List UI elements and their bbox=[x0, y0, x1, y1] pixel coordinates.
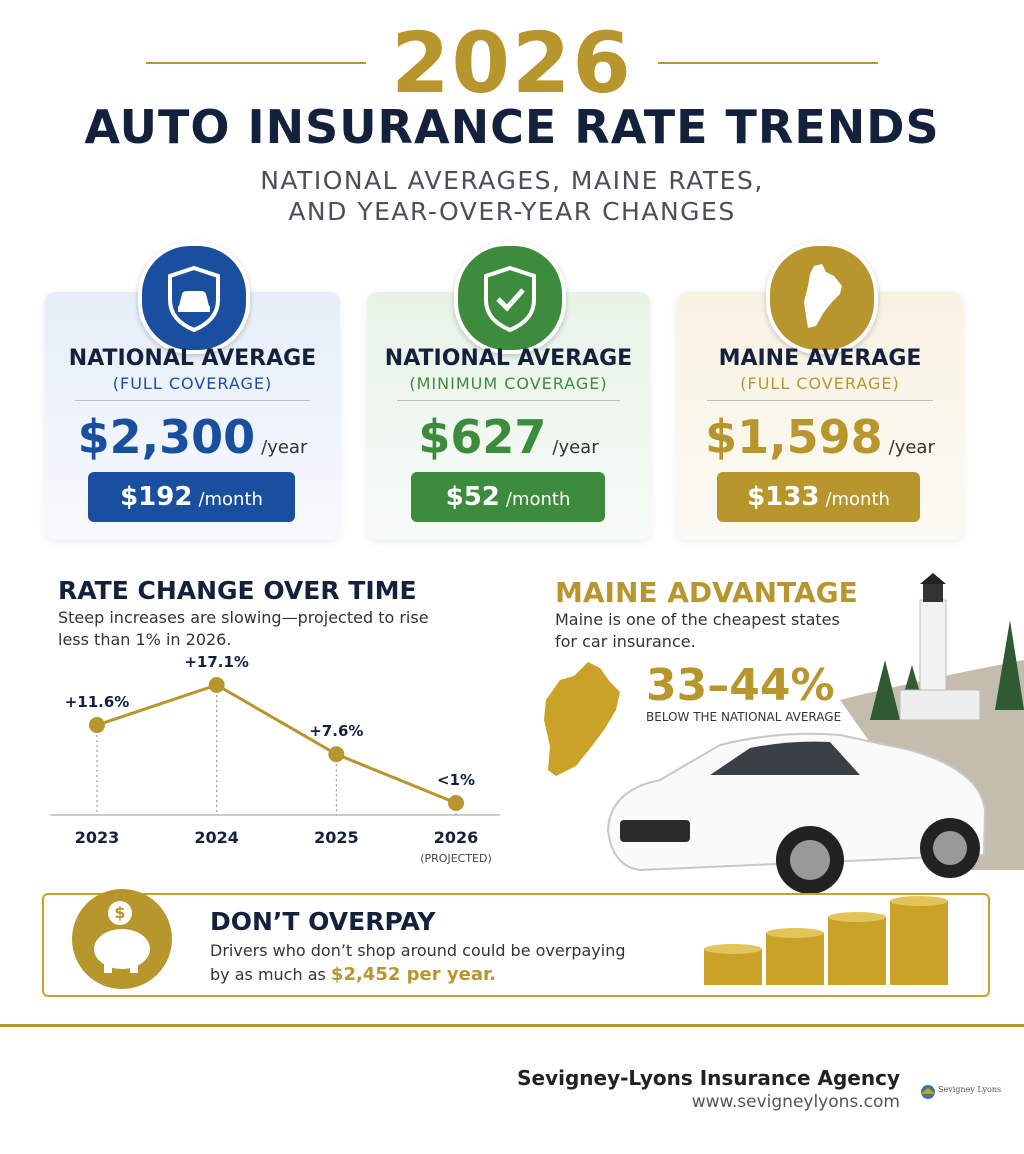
subtitle: AND YEAR-OVER-YEAR CHANGES bbox=[288, 197, 736, 226]
chart-subtitle: Steep increases are slowing—projected to… bbox=[58, 608, 429, 649]
subtitle: NATIONAL AVERAGES, MAINE RATES, bbox=[260, 166, 764, 195]
amount: $1,598 bbox=[705, 410, 883, 464]
rule bbox=[707, 400, 933, 401]
unit: /month bbox=[825, 489, 890, 510]
chart-title: RATE CHANGE OVER TIME bbox=[58, 576, 417, 605]
unit: /year bbox=[888, 437, 935, 458]
point bbox=[208, 677, 225, 693]
point bbox=[89, 717, 105, 734]
card-title: NATIONAL AVERAGE bbox=[68, 346, 317, 371]
text: Drivers who don’t shop around could be o… bbox=[210, 941, 626, 984]
coins bbox=[704, 896, 948, 985]
piggy-icon: $ bbox=[72, 889, 172, 989]
unit: /month bbox=[198, 489, 263, 510]
point bbox=[448, 795, 464, 811]
annotation: (PROJECTED) bbox=[420, 852, 492, 865]
rule bbox=[75, 400, 310, 401]
value-label: +7.6% bbox=[309, 722, 363, 740]
card-title: NATIONAL AVERAGE bbox=[384, 346, 633, 371]
rule bbox=[397, 400, 620, 401]
amount: $192 bbox=[120, 482, 193, 512]
amount: $133 bbox=[747, 482, 820, 512]
monthly-price: $52/month bbox=[411, 472, 605, 522]
card-coverage: (FULL COVERAGE) bbox=[112, 374, 273, 393]
banner-title: DON’T OVERPAY bbox=[210, 907, 436, 936]
stat-label: BELOW THE NATIONAL AVERAGE bbox=[646, 710, 842, 724]
annual-price: $627/year bbox=[367, 410, 650, 464]
section-text: Maine is one of the cheapest states for … bbox=[555, 610, 840, 651]
point bbox=[328, 746, 345, 763]
svg-text:$: $ bbox=[114, 903, 125, 922]
divider bbox=[0, 1024, 1024, 1027]
card: MAINE AVERAGE (FULL COVERAGE) $1,598/yea… bbox=[677, 242, 963, 540]
value-label: +11.6% bbox=[65, 693, 130, 711]
amount: $627 bbox=[418, 410, 547, 464]
section-title: MAINE ADVANTAGE bbox=[555, 576, 858, 609]
banner-text: Drivers who don’t shop around could be o… bbox=[210, 939, 650, 987]
line-chart: +11.6% 2023 +17.1% 2024 +7.6% 2025 <1% 2026 (PRO… bbox=[50, 653, 500, 865]
monthly-price: $192/month bbox=[88, 472, 295, 522]
card-title: MAINE AVERAGE bbox=[718, 346, 922, 371]
year: 2026 bbox=[391, 14, 633, 112]
agency-url: www.sevigneylyons.com bbox=[691, 1092, 900, 1112]
x-tick-label: 2025 bbox=[314, 828, 359, 847]
card: NATIONAL AVERAGE (MINIMUM COVERAGE) $627… bbox=[367, 242, 650, 540]
logo-text: Sevigney Lyons bbox=[938, 1085, 1002, 1094]
x-tick-label: 2024 bbox=[194, 828, 239, 847]
logo-mark bbox=[921, 1085, 935, 1099]
monthly-price: $133/month bbox=[717, 472, 920, 522]
line bbox=[96, 683, 457, 805]
icon bbox=[766, 242, 878, 354]
value-label: +17.1% bbox=[184, 653, 249, 671]
agency-name: Sevigney-Lyons Insurance Agency bbox=[517, 1066, 900, 1090]
amount: $2,300 bbox=[77, 410, 256, 464]
card: NATIONAL AVERAGE (FULL COVERAGE) $2,300/… bbox=[45, 242, 340, 540]
annual-price: $1,598/year bbox=[677, 410, 963, 464]
illustration bbox=[544, 573, 1024, 894]
card-coverage: (FULL COVERAGE) bbox=[740, 374, 900, 393]
divider bbox=[658, 62, 878, 64]
highlight: $2,452 per year. bbox=[330, 964, 497, 985]
card-coverage: (MINIMUM COVERAGE) bbox=[409, 374, 608, 393]
x-tick-label: 2026 bbox=[434, 828, 479, 847]
unit: /year bbox=[552, 437, 599, 458]
divider bbox=[146, 62, 366, 64]
banner: $ DON’T OVERPAY Drivers who don’t shop a… bbox=[42, 889, 990, 997]
stat: 33–44% bbox=[646, 660, 835, 711]
value-label: <1% bbox=[437, 771, 475, 789]
icon bbox=[138, 242, 250, 354]
amount: $52 bbox=[445, 482, 500, 512]
unit: /month bbox=[505, 489, 571, 510]
icon bbox=[454, 242, 566, 354]
annual-price: $2,300/year bbox=[45, 410, 340, 464]
title: AUTO INSURANCE RATE TRENDS bbox=[84, 100, 940, 154]
unit: /year bbox=[261, 437, 308, 458]
x-tick-label: 2023 bbox=[75, 828, 120, 847]
